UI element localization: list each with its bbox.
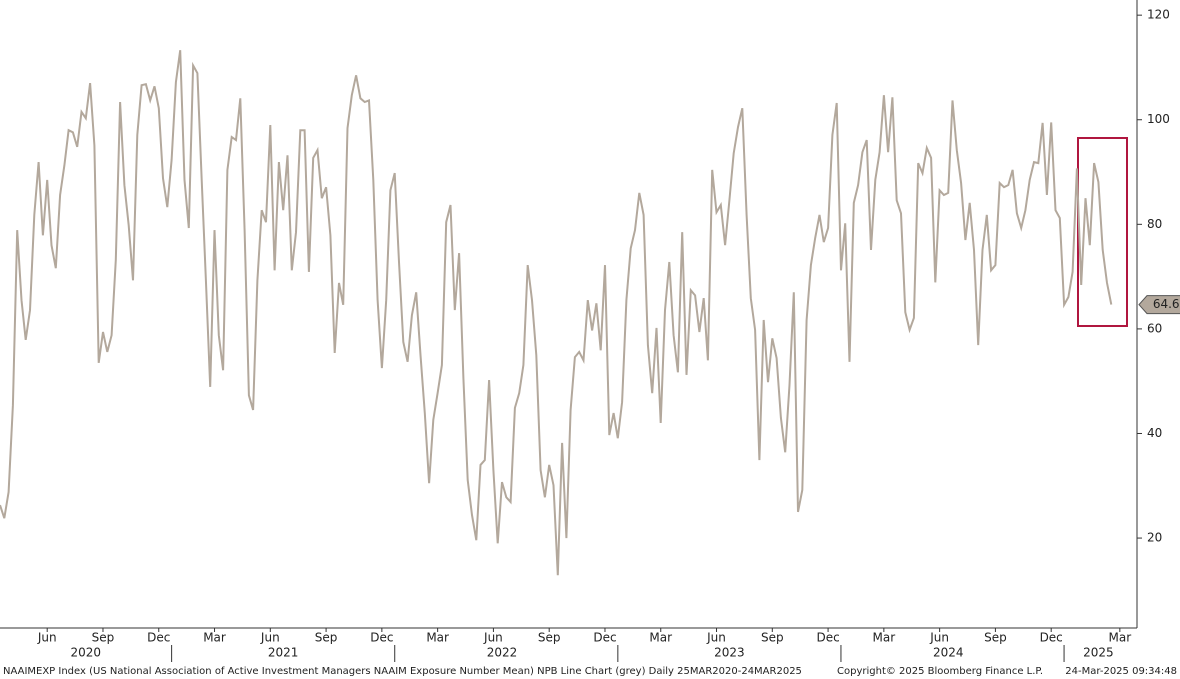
y-tick-label: 60 xyxy=(1147,321,1162,335)
year-label: 2025 xyxy=(1083,646,1114,660)
x-tick-label: Dec xyxy=(1040,631,1063,645)
x-tick-label: Sep xyxy=(315,631,338,645)
x-tick-label: Mar xyxy=(873,631,896,645)
x-tick-label: Dec xyxy=(593,631,616,645)
x-tick-label: Sep xyxy=(984,631,1007,645)
x-tick-label: Jun xyxy=(483,631,503,645)
x-tick-label: Sep xyxy=(538,631,561,645)
y-tick-label: 40 xyxy=(1147,426,1162,440)
x-tick-label: Dec xyxy=(816,631,839,645)
copyright: Copyright© 2025 Bloomberg Finance L.P. xyxy=(837,666,1043,677)
year-label: 2022 xyxy=(487,646,518,660)
timestamp: 24-Mar-2025 09:34:48 xyxy=(1065,666,1177,677)
y-tick-label: 20 xyxy=(1147,531,1162,545)
footer: NAAIMEXP Index (US National Association … xyxy=(3,666,802,677)
x-tick-label: Jun xyxy=(260,631,280,645)
x-tick-label: Mar xyxy=(203,631,226,645)
year-label: 2021 xyxy=(268,646,299,660)
last-value-label: 64.64 xyxy=(1153,297,1180,311)
year-label: 2020 xyxy=(71,646,102,660)
year-label: 2024 xyxy=(933,646,964,660)
x-tick-label: Dec xyxy=(147,631,170,645)
y-tick-label: 80 xyxy=(1147,217,1162,231)
x-tick-label: Jun xyxy=(929,631,949,645)
x-tick-label: Jun xyxy=(37,631,57,645)
x-tick-label: Mar xyxy=(426,631,449,645)
x-tick-label: Sep xyxy=(92,631,115,645)
x-tick-label: Jun xyxy=(706,631,726,645)
x-tick-label: Mar xyxy=(649,631,672,645)
year-label: 2023 xyxy=(714,646,745,660)
highlight-box xyxy=(1077,137,1128,327)
last-value-tag xyxy=(1138,295,1180,315)
x-tick-label: Mar xyxy=(1109,631,1132,645)
y-tick-label: 100 xyxy=(1147,112,1170,126)
y-tick-label: 120 xyxy=(1147,8,1170,22)
x-tick-label: Dec xyxy=(370,631,393,645)
x-tick-label: Sep xyxy=(761,631,784,645)
series-line xyxy=(0,50,1113,576)
